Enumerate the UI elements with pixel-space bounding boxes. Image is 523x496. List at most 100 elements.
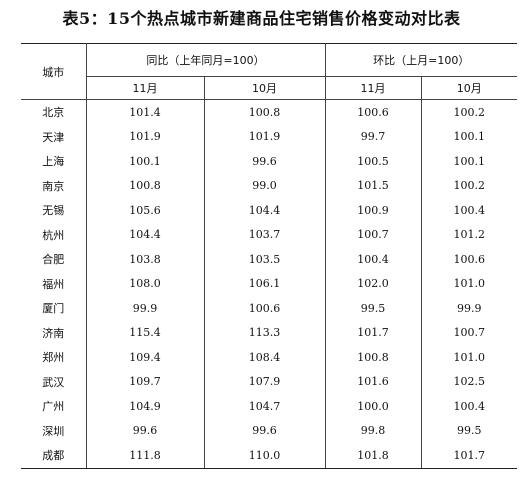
yoy-10-value: 103.7 xyxy=(204,222,326,247)
mom-10-value: 100.2 xyxy=(453,179,486,193)
mom-10-value: 100.1 xyxy=(453,130,486,144)
yoy-11-value: 101.9 xyxy=(86,124,205,149)
table-row: 合肥 103.8 103.5 100.4 100.6 xyxy=(21,247,517,272)
table-row: 成都 111.8 110.0 101.8 101.7 xyxy=(21,443,517,469)
city-cell: 厦门 xyxy=(21,296,87,321)
table-row: 武汉 109.7 107.9 101.6 102.5 xyxy=(21,369,517,394)
yoy-11-value: 104.9 xyxy=(86,394,205,419)
yoy-11-value: 104.4 xyxy=(86,222,205,247)
city-cell: 杭州 xyxy=(21,222,87,247)
price-change-table: 城市 同比（上年同月=100） 环比（上月=100） 11月 10月 11月 1… xyxy=(21,43,517,469)
city-cell: 南京 xyxy=(21,173,87,198)
city-cell: 天津 xyxy=(21,124,87,149)
table-row: 无锡 105.6 104.4 100.9 100.4 xyxy=(21,198,517,223)
yoy-11-value: 111.8 xyxy=(86,443,205,469)
mom-10-value: 101.0 xyxy=(453,277,486,291)
table-row: 广州 104.9 104.7 100.0 100.4 xyxy=(21,394,517,419)
mom-11-value: 99.5 xyxy=(325,296,422,321)
yoy-10-value: 104.7 xyxy=(204,394,326,419)
city-cell: 武汉 xyxy=(21,369,87,394)
city-cell: 北京 xyxy=(21,99,87,125)
yoy-11-value: 108.0 xyxy=(86,271,205,296)
mom-10-value: 99.9 xyxy=(457,301,482,315)
table-row: 天津 101.9 101.9 99.7 100.1 xyxy=(21,124,517,149)
mom-11-value: 100.5 xyxy=(325,149,422,174)
yoy-11-value: 100.8 xyxy=(86,173,205,198)
city-cell: 深圳 xyxy=(21,418,87,443)
mom-11-value: 102.0 xyxy=(325,271,422,296)
yoy-10-value: 99.6 xyxy=(204,149,326,174)
table-row: 福州 108.0 106.1 102.0 101.0 xyxy=(21,271,517,296)
city-cell: 郑州 xyxy=(21,345,87,370)
yoy-10-value: 99.6 xyxy=(204,418,326,443)
mom-11-value: 101.8 xyxy=(325,443,422,469)
mom-11-value: 100.6 xyxy=(325,99,422,125)
yoy-10-value: 100.6 xyxy=(204,296,326,321)
city-cell: 福州 xyxy=(21,271,87,296)
mom-10-value: 101.7 xyxy=(421,443,517,469)
city-column-header: 城市 xyxy=(21,43,87,100)
yoy-11-value: 99.9 xyxy=(86,296,205,321)
mom-11-value: 100.7 xyxy=(325,222,422,247)
city-cell: 无锡 xyxy=(21,198,87,223)
table-body: 北京 101.4 100.8 100.6 100.2 天津 101.9 101.9 99.7 10… xyxy=(21,99,517,469)
city-cell: 上海 xyxy=(21,149,87,174)
yoy-11-value: 103.8 xyxy=(86,247,205,272)
yoy-10-value: 107.9 xyxy=(204,369,326,394)
mom-11-value: 101.6 xyxy=(325,369,422,394)
mom-10-value: 102.5 xyxy=(453,375,486,389)
mom-11-value: 100.8 xyxy=(325,345,422,370)
table-row: 杭州 104.4 103.7 100.7 101.2 xyxy=(21,222,517,247)
mom-10-value: 100.7 xyxy=(453,326,486,340)
mom-10-value: 100.2 xyxy=(453,105,486,119)
yoy-group-header: 同比（上年同月=100） xyxy=(86,43,326,77)
mom-10-value: 100.4 xyxy=(453,399,486,413)
yoy-10-value: 99.0 xyxy=(204,173,326,198)
mom-month-11-header: 11月 xyxy=(325,76,422,100)
mom-11-value: 101.5 xyxy=(325,173,422,198)
mom-11-value: 100.9 xyxy=(325,198,422,223)
yoy-10-value: 100.8 xyxy=(204,99,326,125)
yoy-month-10-header: 10月 xyxy=(204,76,326,100)
mom-11-value: 100.0 xyxy=(325,394,422,419)
yoy-11-value: 105.6 xyxy=(86,198,205,223)
yoy-11-value: 101.4 xyxy=(86,99,205,125)
mom-10-value: 100.6 xyxy=(453,252,486,266)
table-row: 郑州 109.4 108.4 100.8 101.0 xyxy=(21,345,517,370)
table-row: 厦门 99.9 100.6 99.5 99.9 xyxy=(21,296,517,321)
table-row: 上海 100.1 99.6 100.5 100.1 xyxy=(21,149,517,174)
mom-10-value: 99.5 xyxy=(457,424,482,438)
mom-11-value: 99.7 xyxy=(325,124,422,149)
yoy-11-value: 109.7 xyxy=(86,369,205,394)
yoy-10-value: 106.1 xyxy=(204,271,326,296)
city-cell: 合肥 xyxy=(21,247,87,272)
table-row: 南京 100.8 99.0 101.5 100.2 xyxy=(21,173,517,198)
city-cell: 广州 xyxy=(21,394,87,419)
city-cell: 济南 xyxy=(21,320,87,345)
mom-month-10-header: 10月 xyxy=(421,76,517,100)
yoy-11-value: 99.6 xyxy=(86,418,205,443)
mom-10-value: 100.1 xyxy=(453,154,486,168)
mom-10-value: 101.2 xyxy=(453,228,486,242)
yoy-10-value: 113.3 xyxy=(204,320,326,345)
yoy-11-value: 109.4 xyxy=(86,345,205,370)
mom-10-value: 100.4 xyxy=(453,203,486,217)
table-row: 济南 115.4 113.3 101.7 100.7 xyxy=(21,320,517,345)
table-row: 深圳 99.6 99.6 99.8 99.5 xyxy=(21,418,517,443)
mom-11-value: 99.8 xyxy=(325,418,422,443)
mom-group-header: 环比（上月=100） xyxy=(325,43,517,77)
mom-10-value: 101.0 xyxy=(453,350,486,364)
yoy-11-value: 115.4 xyxy=(86,320,205,345)
mom-11-value: 100.4 xyxy=(325,247,422,272)
table-title: 表5：15个热点城市新建商品住宅销售价格变动对比表 xyxy=(62,9,461,28)
city-cell: 成都 xyxy=(21,443,87,469)
mom-11-value: 101.7 xyxy=(325,320,422,345)
yoy-10-value: 101.9 xyxy=(204,124,326,149)
yoy-10-value: 108.4 xyxy=(204,345,326,370)
yoy-10-value: 104.4 xyxy=(204,198,326,223)
yoy-month-11-header: 11月 xyxy=(86,76,205,100)
yoy-10-value: 103.5 xyxy=(204,247,326,272)
yoy-10-value: 110.0 xyxy=(204,443,326,469)
table-row: 北京 101.4 100.8 100.6 100.2 xyxy=(21,99,517,125)
yoy-11-value: 100.1 xyxy=(86,149,205,174)
